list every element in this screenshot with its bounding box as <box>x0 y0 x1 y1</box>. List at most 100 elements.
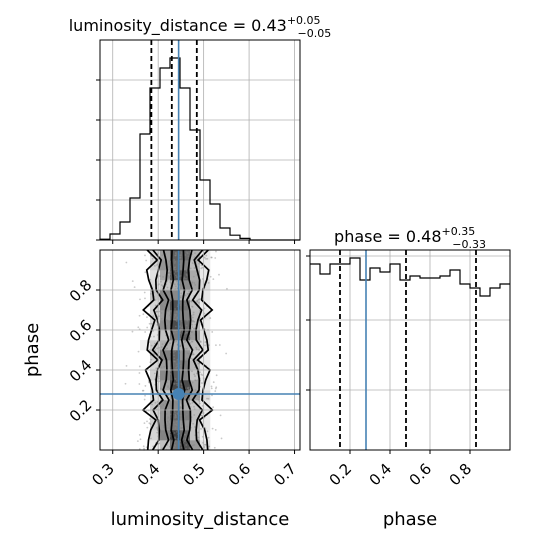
sample-point <box>142 445 145 448</box>
sample-point <box>186 283 189 286</box>
sample-point <box>159 280 162 283</box>
sample-point <box>174 254 177 257</box>
sample-point <box>194 252 196 254</box>
sample-point <box>193 414 196 416</box>
sample-point <box>179 426 181 429</box>
sample-point <box>175 420 178 423</box>
sample-point <box>193 320 196 323</box>
sample-point <box>179 405 182 408</box>
sample-point <box>179 304 182 307</box>
sample-point <box>207 282 210 284</box>
sample-point <box>187 352 190 355</box>
sample-point <box>210 256 213 259</box>
sample-point <box>174 444 177 447</box>
sample-point <box>160 304 163 306</box>
sample-point <box>179 288 182 290</box>
sample-point <box>201 414 204 417</box>
density-cell <box>170 440 181 451</box>
density-cell <box>180 270 191 281</box>
sample-point <box>189 402 192 405</box>
sample-point <box>173 383 176 386</box>
sample-point <box>169 265 172 268</box>
sample-point <box>185 274 188 277</box>
sample-point <box>154 304 157 307</box>
sample-point <box>149 361 152 363</box>
density-cell <box>200 370 211 381</box>
sample-point <box>169 314 171 317</box>
density-cell <box>180 320 191 331</box>
sample-point <box>200 267 203 270</box>
sample-point <box>187 386 190 389</box>
sample-point <box>180 446 183 449</box>
density-cell <box>180 410 191 421</box>
sample-point <box>203 443 206 446</box>
sample-point <box>180 296 182 299</box>
density-cell <box>150 290 161 301</box>
sample-point <box>166 347 168 350</box>
sample-point <box>174 330 177 332</box>
sample-point <box>153 264 156 267</box>
sample-point <box>174 290 177 293</box>
density-cell <box>190 320 201 331</box>
sample-point <box>180 344 182 347</box>
sample-point <box>146 326 149 329</box>
sample-point <box>194 375 196 377</box>
sample-point <box>167 420 169 423</box>
density-cell <box>190 310 201 321</box>
sample-point <box>174 285 177 288</box>
sample-point <box>170 338 173 341</box>
density-cell <box>160 330 171 341</box>
sample-point <box>173 332 175 335</box>
density-cell <box>170 290 181 301</box>
sample-point <box>174 440 177 442</box>
sample-point <box>139 438 142 441</box>
sample-point <box>188 337 191 340</box>
density-cell <box>170 270 181 281</box>
sample-point <box>176 316 179 319</box>
density-cell <box>160 270 171 281</box>
sample-point <box>176 280 178 283</box>
sample-point <box>195 348 198 351</box>
plot-layer: 0.3 0.4 0.5 0.6 0.7 0.2 0.4 0.6 0.8 0.2 0.4 0.6 0.8 <box>66 39 511 489</box>
sample-point <box>168 427 171 430</box>
sample-point <box>205 254 208 257</box>
sample-point <box>179 337 182 340</box>
sample-point <box>189 342 192 344</box>
sample-point <box>146 420 148 423</box>
sample-point <box>156 347 158 350</box>
sample-point <box>174 411 176 414</box>
sample-point <box>187 411 190 414</box>
sample-point <box>165 319 168 321</box>
sample-point <box>168 321 171 323</box>
sample-point <box>162 403 165 406</box>
sample-point <box>158 442 161 445</box>
sample-point <box>176 317 178 320</box>
sample-point <box>191 370 193 373</box>
sample-point <box>159 387 162 390</box>
sample-point <box>175 276 178 278</box>
sample-point <box>215 374 218 377</box>
density-cell <box>190 370 201 381</box>
sample-point <box>179 296 182 299</box>
sample-point <box>214 390 217 392</box>
sample-point <box>185 324 188 327</box>
density-cell <box>150 270 161 281</box>
density-cell <box>150 280 161 291</box>
sample-point <box>196 299 199 302</box>
sample-point <box>193 444 196 446</box>
sample-point <box>206 397 208 400</box>
sample-point <box>186 425 188 428</box>
density-cell <box>150 370 161 381</box>
sample-point <box>179 310 182 313</box>
density-cell <box>180 370 191 381</box>
sample-point <box>154 349 157 351</box>
density-cell <box>180 290 191 301</box>
sample-point <box>143 398 146 401</box>
sample-point <box>206 430 209 433</box>
density-cell <box>170 330 181 341</box>
sample-point <box>159 310 161 313</box>
sample-point <box>154 401 157 404</box>
sample-point <box>186 428 189 431</box>
sample-point <box>180 427 182 430</box>
contour-level-4-left <box>169 249 175 451</box>
